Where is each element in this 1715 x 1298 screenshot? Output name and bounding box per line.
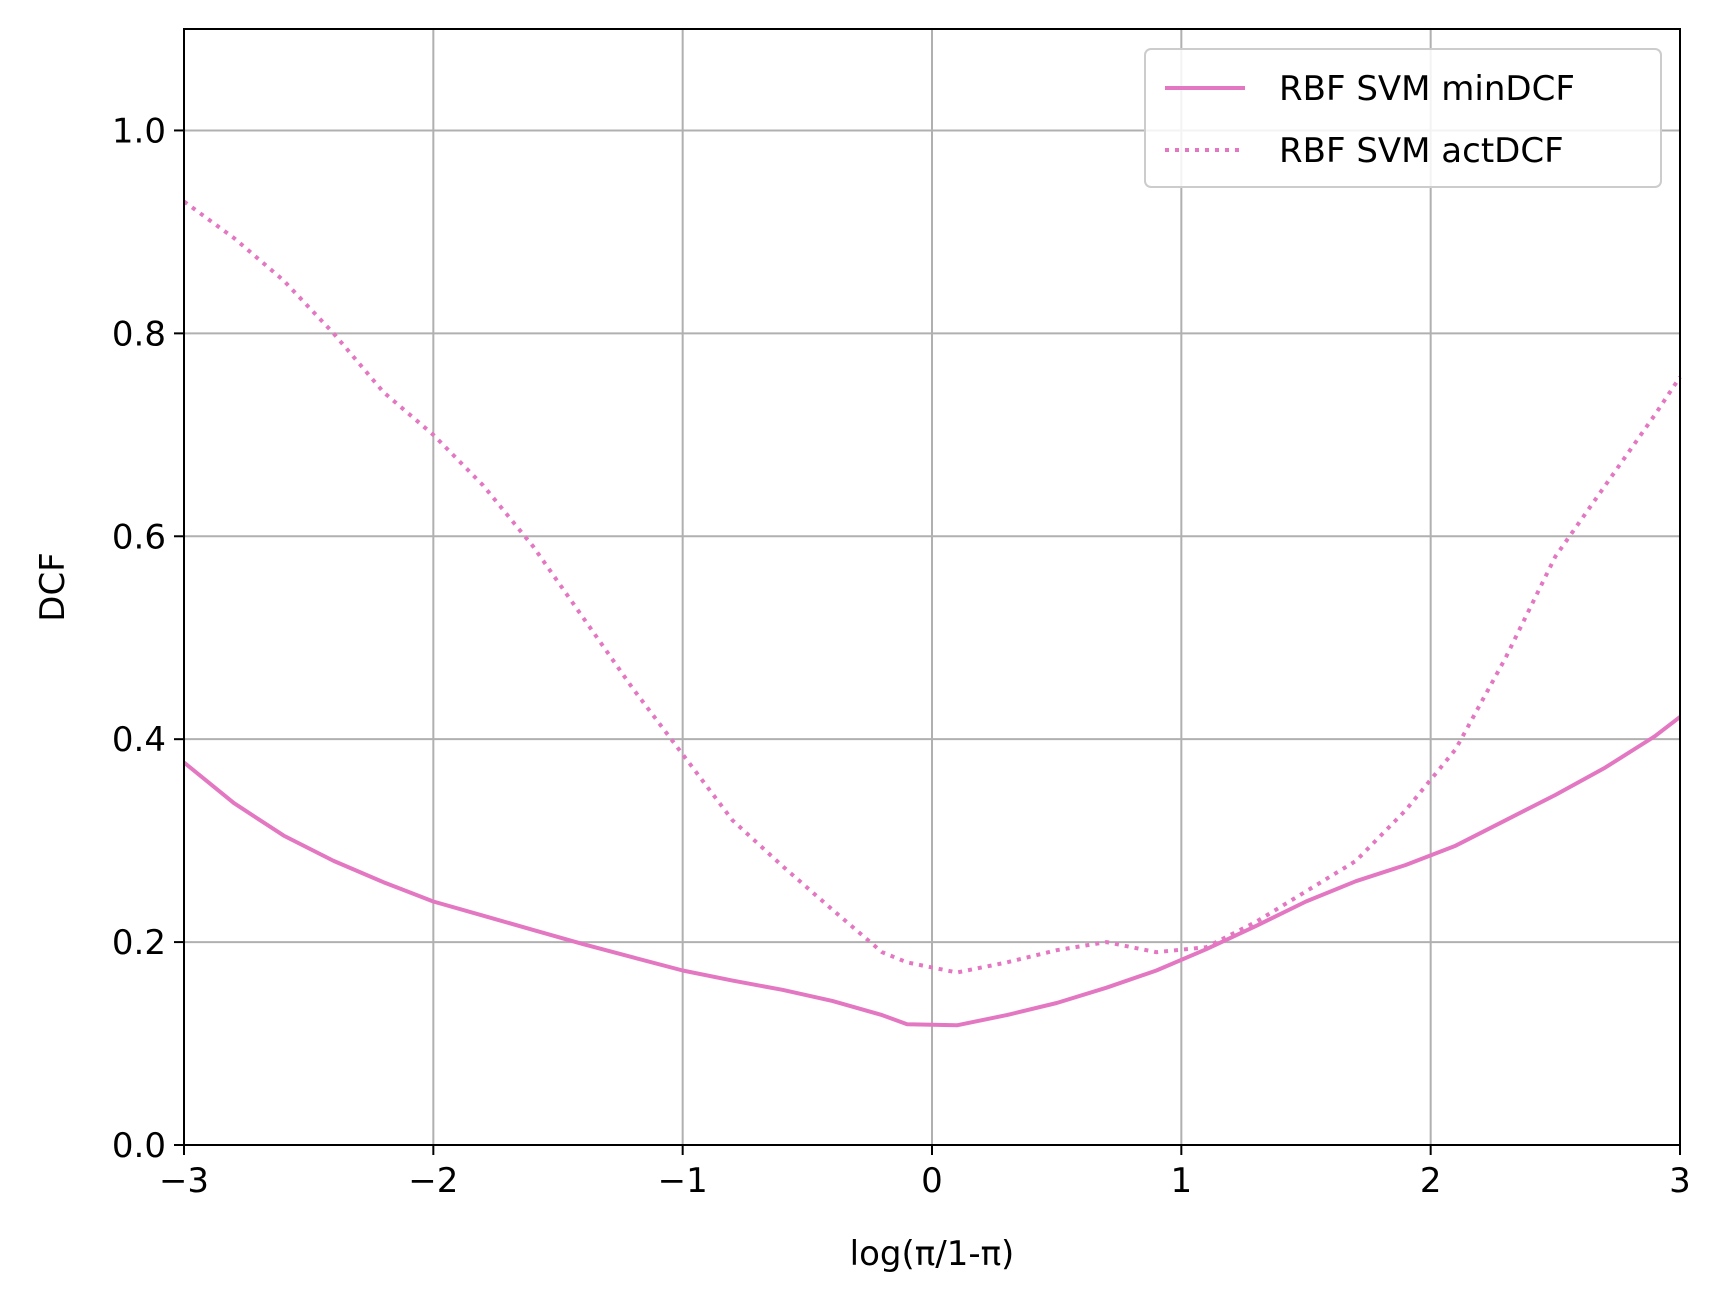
y-axis-label: DCF [33,552,73,621]
y-tick-label: 0.0 [112,1126,166,1166]
x-tick-label: 3 [1669,1161,1691,1201]
series-lines [182,199,1682,1028]
y-tick-label: 1.0 [112,111,166,151]
y-tick-label: 0.4 [112,720,166,760]
legend-label-actdcf: RBF SVM actDCF [1279,131,1564,171]
y-tick-label: 0.8 [112,314,166,354]
x-tick-label: 2 [1420,1161,1442,1201]
legend-label-mindcf: RBF SVM minDCF [1279,69,1575,109]
x-axis-label: log(π/1-π) [850,1234,1015,1274]
x-tick-label: −3 [159,1161,209,1201]
series-line-actdcf [182,199,1682,975]
axis-ticks: −3 −2 −1 0 1 2 3 0.0 0.2 0.4 0.6 0.8 1.0 [112,111,1691,1201]
series-line-mindcf [182,715,1682,1028]
x-tick-label: −2 [408,1161,458,1201]
x-tick-label: 1 [1171,1161,1193,1201]
y-tick-label: 0.2 [112,923,166,963]
legend: RBF SVM minDCF RBF SVM actDCF [1144,48,1662,188]
y-tick-label: 0.6 [112,517,166,557]
x-tick-label: 0 [921,1161,943,1201]
legend-box [1144,48,1662,188]
grid [183,29,1681,1146]
x-tick-label: −1 [658,1161,708,1201]
